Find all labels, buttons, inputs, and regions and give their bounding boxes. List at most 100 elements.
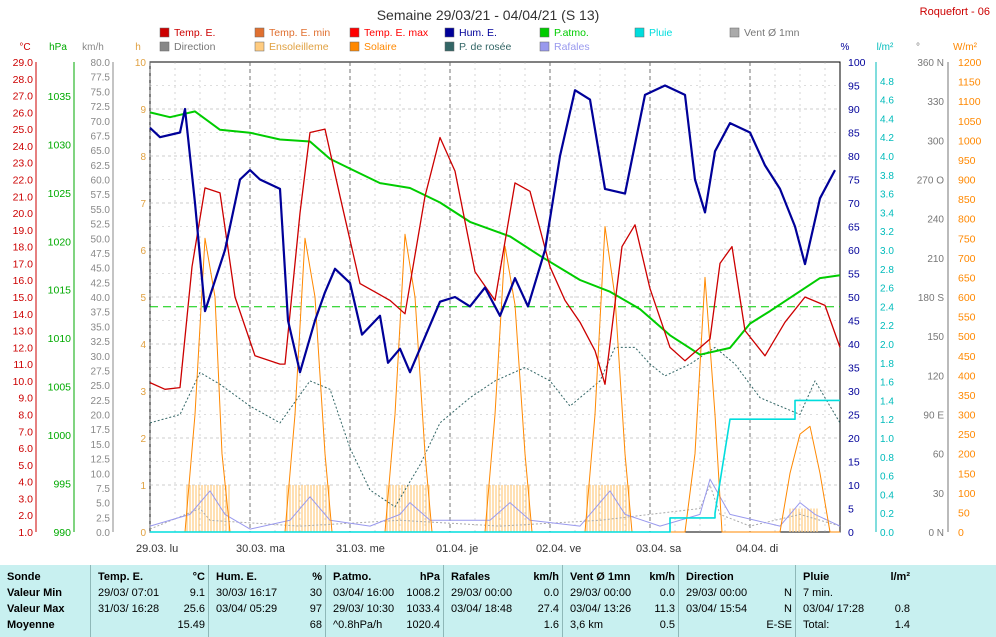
tick-h: 7 bbox=[140, 199, 146, 210]
tick-hpa: 990 bbox=[53, 527, 71, 539]
tick-temp: 9.0 bbox=[18, 393, 33, 405]
tick-lm2: 3.8 bbox=[880, 171, 894, 182]
tick-temp: 8.0 bbox=[18, 410, 33, 422]
x-label: 30.03. ma bbox=[236, 543, 286, 555]
summary-unit: km/h bbox=[649, 571, 675, 583]
tick-temp: 6.0 bbox=[18, 443, 33, 455]
summary-header: Pluie bbox=[803, 571, 830, 583]
legend-label: Rafales bbox=[554, 41, 590, 53]
tick-kmh: 72.5 bbox=[91, 102, 111, 113]
tick-wm2: 900 bbox=[958, 175, 976, 187]
legend-swatch bbox=[349, 41, 360, 52]
tick-lm2: 3.2 bbox=[880, 227, 894, 238]
tick-temp: 15.0 bbox=[13, 292, 34, 304]
summary-value: 9.1 bbox=[189, 587, 205, 599]
tick-wm2: 800 bbox=[958, 214, 976, 226]
summary-column: Rafales km/h 29/03/ 00:00 0.0 03/04/ 18:48 27… bbox=[443, 565, 563, 637]
tick-pct: 45 bbox=[848, 316, 860, 328]
tick-lm2: 0.8 bbox=[880, 453, 894, 464]
summary-label: 03/04/ 17:28 bbox=[803, 603, 865, 615]
tick-kmh: 10.0 bbox=[91, 469, 111, 480]
summary-label: 03/04/ 13:26 bbox=[570, 603, 632, 615]
tick-hpa: 1025 bbox=[48, 188, 72, 200]
tick-kmh: 20.0 bbox=[91, 411, 111, 422]
tick-temp: 18.0 bbox=[13, 242, 34, 254]
tick-pct: 75 bbox=[848, 175, 860, 187]
summary-label: Total: bbox=[803, 619, 830, 631]
summary-value: 1008.2 bbox=[406, 587, 440, 599]
summary-value: 1020.4 bbox=[406, 619, 440, 631]
tick-h: 9 bbox=[140, 105, 146, 116]
tick-deg: 180 S bbox=[918, 293, 944, 304]
summary-value: 0.0 bbox=[659, 587, 675, 599]
tick-h: 8 bbox=[140, 152, 146, 163]
summary-label: 29/03/ 00:00 bbox=[570, 587, 632, 599]
tick-wm2: 550 bbox=[958, 312, 976, 324]
tick-temp: 24.0 bbox=[13, 141, 34, 153]
tick-kmh: 60.0 bbox=[91, 176, 111, 187]
tick-pct: 85 bbox=[848, 128, 860, 140]
tick-wm2: 0 bbox=[958, 527, 964, 539]
series-vent-1mn bbox=[149, 484, 841, 530]
tick-lm2: 1.4 bbox=[880, 396, 894, 407]
summary-unit: °C bbox=[192, 571, 205, 583]
tick-lm2: 4.0 bbox=[880, 152, 894, 163]
summary-value: N bbox=[784, 587, 792, 599]
legend-label: Vent Ø 1mn bbox=[744, 27, 800, 39]
right-axes: 0 5 10 15 20 25 30 35 40 45 50 55 60 65 70 75 80 85 90 95 10… bbox=[848, 57, 982, 539]
summary-label: 03/04/ 05:29 bbox=[216, 603, 278, 615]
tick-temp: 2.0 bbox=[18, 510, 33, 522]
tick-lm2: 0.6 bbox=[880, 472, 894, 483]
summary-column: P.atmo. hPa 03/04/ 16:00 1008.2 29/03/ 10:30… bbox=[325, 565, 444, 637]
tick-kmh: 52.5 bbox=[91, 220, 111, 231]
x-label: 31.03. me bbox=[336, 543, 385, 555]
series-rafales bbox=[149, 478, 841, 530]
tick-deg: 0 N bbox=[928, 528, 944, 539]
tick-deg: 90 E bbox=[923, 411, 944, 422]
summary-label: 29/03/ 10:30 bbox=[333, 603, 395, 615]
summary-label: 30/03/ 16:17 bbox=[216, 587, 278, 599]
summary-label: 03/04/ 18:48 bbox=[451, 603, 513, 615]
summary-unit: l/m² bbox=[890, 571, 910, 583]
tick-lm2: 0.2 bbox=[880, 509, 894, 520]
legend-swatch bbox=[444, 27, 455, 38]
summary-value: N bbox=[784, 603, 792, 615]
tick-pct: 15 bbox=[848, 457, 860, 469]
tick-lm2: 3.4 bbox=[880, 208, 894, 219]
tick-hpa: 995 bbox=[53, 479, 71, 491]
tick-kmh: 37.5 bbox=[91, 308, 111, 319]
tick-deg: 270 O bbox=[917, 176, 944, 187]
tick-temp: 21.0 bbox=[13, 191, 34, 203]
tick-deg: 120 bbox=[927, 371, 944, 382]
unit-h: h bbox=[135, 42, 141, 53]
tick-pct: 35 bbox=[848, 363, 860, 375]
tick-pct: 65 bbox=[848, 222, 860, 234]
tick-kmh: 47.5 bbox=[91, 249, 111, 260]
tick-pct: 90 bbox=[848, 104, 860, 116]
tick-wm2: 1050 bbox=[958, 116, 982, 128]
tick-pct: 50 bbox=[848, 292, 860, 304]
series-p-de-ros-e bbox=[149, 346, 841, 508]
tick-temp: 28.0 bbox=[13, 74, 34, 86]
tick-pct: 100 bbox=[848, 57, 866, 69]
summary-value: 0.5 bbox=[659, 619, 675, 631]
tick-hpa: 1010 bbox=[48, 333, 72, 345]
summary-label: 29/03/ 07:01 bbox=[98, 587, 160, 599]
summary-value: 1033.4 bbox=[406, 603, 440, 615]
summary-value: 97 bbox=[309, 603, 322, 615]
summary-value: 30 bbox=[309, 587, 322, 599]
legend-label: Temp. E. min bbox=[269, 27, 330, 39]
summary-label: Valeur Min bbox=[7, 587, 63, 599]
summary-value: 1.4 bbox=[894, 619, 910, 631]
tick-temp: 20.0 bbox=[13, 208, 34, 220]
tick-lm2: 4.4 bbox=[880, 114, 894, 125]
summary-unit: % bbox=[312, 571, 322, 583]
tick-lm2: 2.6 bbox=[880, 284, 894, 295]
series-hum-e bbox=[149, 84, 836, 374]
tick-temp: 1.0 bbox=[18, 527, 33, 539]
tick-deg: 360 N bbox=[917, 58, 944, 69]
summary-value: 27.4 bbox=[537, 603, 559, 615]
summary-label: 29/03/ 00:00 bbox=[686, 587, 748, 599]
tick-wm2: 1200 bbox=[958, 57, 982, 69]
tick-temp: 27.0 bbox=[13, 91, 34, 103]
